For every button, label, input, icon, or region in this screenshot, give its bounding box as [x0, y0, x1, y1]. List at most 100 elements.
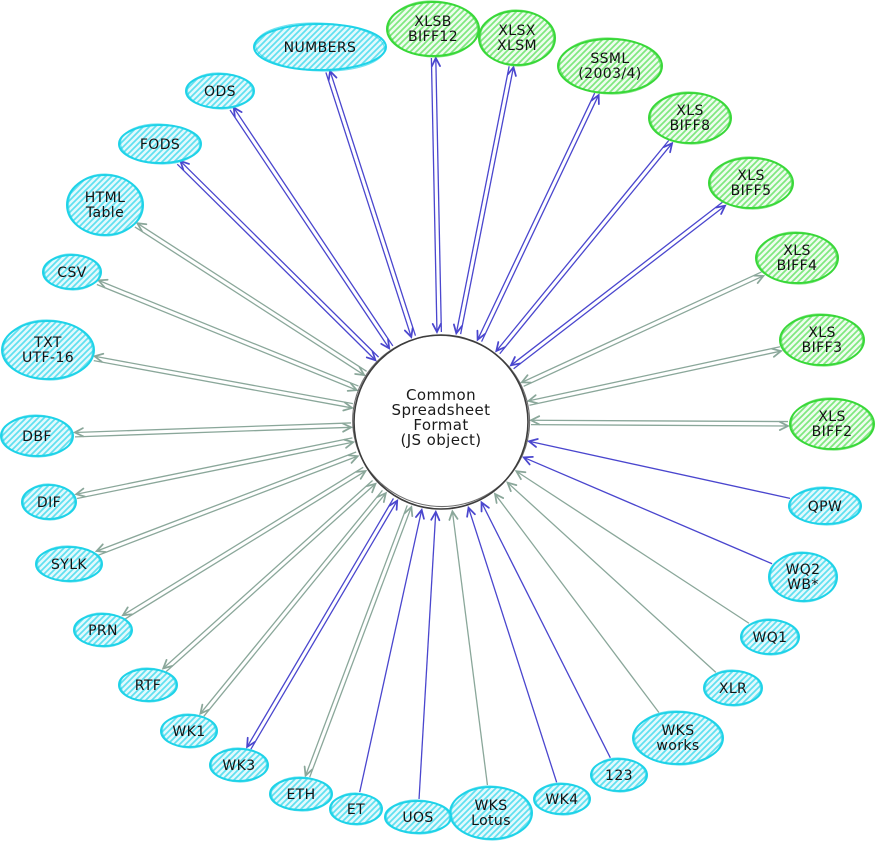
edge-ods: [229, 105, 394, 351]
edge-xlsx: [453, 65, 517, 336]
node-ellipse: [21, 484, 77, 520]
node-xls-biff4: XLS BIFF4: [755, 231, 839, 285]
edge-wq1: [514, 470, 750, 624]
node-label: WKS works: [656, 723, 699, 754]
edge-qpw: [527, 438, 791, 499]
node-ellipse: [789, 398, 875, 450]
node-ellipse: [386, 1, 480, 57]
edge-fods: [176, 159, 380, 362]
node-wk3: WK3: [209, 747, 269, 783]
node-label: ET: [347, 802, 365, 818]
node-ellipse: [0, 415, 74, 457]
edge-xlr: [506, 481, 717, 673]
node-ellipse: [329, 793, 383, 825]
node-fods: FODS: [118, 123, 202, 165]
node-xls-biff8: XLS BIFF8: [648, 91, 732, 145]
node-ellipse: [118, 668, 178, 702]
node-label: TXT UTF-16: [22, 335, 74, 366]
node-label: XLS BIFF8: [670, 103, 711, 134]
node-label: WK1: [172, 724, 205, 740]
node-ellipse: [209, 748, 269, 782]
node-wq2: WQ2 WB*: [768, 551, 838, 603]
edge-et: [359, 507, 425, 793]
node-numbers: NUMBERS: [253, 22, 387, 72]
node-wq1: WQ1: [740, 618, 800, 656]
node-ellipse: [557, 38, 663, 94]
node-uos: UOS: [384, 799, 452, 835]
node-et: ET: [329, 792, 383, 826]
node-ellipse: [788, 487, 862, 525]
node-label: PRN: [88, 623, 118, 639]
node-wk4: WK4: [533, 782, 591, 816]
node-label: QPW: [808, 499, 843, 515]
node-label: XLS BIFF4: [777, 243, 818, 274]
edge-ssml: [476, 92, 600, 342]
edge-xls-biff8: [495, 140, 674, 355]
node-label: XLSX XLSM: [497, 23, 537, 54]
node-ellipse: [73, 613, 133, 647]
node-wk1: WK1: [160, 713, 218, 749]
node-label: SSML (2003/4): [578, 51, 641, 82]
edge-prn: [121, 466, 368, 620]
node-label: FODS: [140, 137, 180, 153]
node-ods: ODS: [185, 72, 255, 110]
edge-xls-biff5: [509, 201, 727, 370]
edge-wks-lotus: [448, 509, 489, 786]
edge-numbers: [325, 69, 417, 339]
node-prn: PRN: [73, 612, 133, 648]
node-dif: DIF: [21, 483, 77, 521]
node-ellipse: [779, 314, 865, 366]
node-label: XLS BIFF3: [802, 325, 843, 356]
edge-wk1: [199, 489, 388, 717]
node-xlsb: XLSB BIFF12: [386, 0, 480, 58]
node-label: ETH: [286, 787, 315, 803]
node-ssml: SSML (2003/4): [557, 37, 663, 95]
node-f123: 123: [590, 757, 648, 793]
node-label: XLS BIFF2: [812, 409, 853, 440]
node-txt-utf16: TXT UTF-16: [1, 319, 95, 381]
node-ellipse: [42, 254, 102, 290]
node-ellipse: [632, 711, 724, 765]
node-label: DIF: [37, 495, 61, 511]
node-label: 123: [605, 768, 633, 784]
node-label: WQ2 WB*: [786, 562, 821, 593]
node-qpw: QPW: [788, 486, 862, 526]
node-label: CSV: [57, 265, 86, 281]
center-label: Common Spreadsheet Format (JS object): [392, 386, 491, 449]
node-html-table: HTML Table: [66, 173, 144, 237]
node-label: UOS: [402, 810, 433, 826]
node-ellipse: [708, 157, 794, 209]
node-label: WK3: [222, 758, 255, 774]
edge-txt-utf16: [92, 352, 355, 412]
node-ellipse: [703, 670, 763, 706]
node-rtf: RTF: [118, 667, 178, 703]
node-label: NUMBERS: [284, 40, 357, 56]
edges: [72, 55, 791, 800]
node-csv: CSV: [42, 253, 102, 291]
edge-xls-biff2: [529, 415, 790, 431]
node-label: SYLK: [51, 557, 87, 573]
edge-eth: [303, 505, 414, 778]
node-ellipse: [740, 619, 800, 655]
node-ellipse: [160, 714, 218, 748]
node-xlsx: XLSX XLSM: [478, 9, 556, 67]
node-sylk: SYLK: [35, 545, 103, 583]
node-dbf: DBF: [0, 414, 74, 458]
node-ellipse: [590, 758, 648, 792]
node-ellipse: [384, 800, 452, 834]
node-ellipse: [118, 124, 202, 164]
node-label: WK4: [545, 792, 578, 808]
edge-csv: [96, 278, 359, 392]
node-ellipse: [35, 546, 103, 582]
edge-wk4: [466, 505, 558, 783]
node-label: XLR: [719, 681, 747, 697]
center-node: Common Spreadsheet Format (JS object): [352, 334, 531, 510]
node-ellipse: [185, 73, 255, 109]
edge-wk3: [246, 498, 399, 750]
node-label: RTF: [135, 678, 162, 694]
node-label: WKS Lotus: [471, 798, 511, 829]
edge-uos: [418, 509, 441, 800]
node-eth: ETH: [269, 776, 333, 812]
